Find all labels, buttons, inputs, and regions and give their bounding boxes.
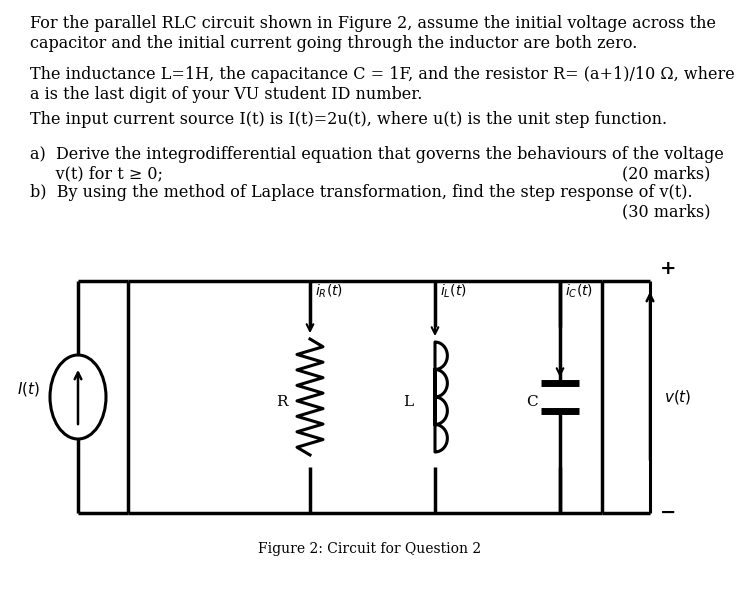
Text: L: L bbox=[403, 395, 413, 409]
Text: $i_L(t)$: $i_L(t)$ bbox=[440, 283, 467, 300]
Text: (20 marks): (20 marks) bbox=[622, 165, 710, 182]
Text: For the parallel RLC circuit shown in Figure 2, assume the initial voltage acros: For the parallel RLC circuit shown in Fi… bbox=[30, 15, 716, 52]
Text: R: R bbox=[277, 395, 288, 409]
Text: $i_C(t)$: $i_C(t)$ bbox=[565, 283, 593, 300]
Text: a is the last digit of your VU student ID number.: a is the last digit of your VU student I… bbox=[30, 86, 423, 103]
Text: +: + bbox=[660, 260, 676, 278]
Text: $i_R(t)$: $i_R(t)$ bbox=[315, 283, 343, 300]
Text: −: − bbox=[660, 504, 676, 522]
Text: Figure 2: Circuit for Question 2: Figure 2: Circuit for Question 2 bbox=[258, 542, 482, 556]
Text: $v(t)$: $v(t)$ bbox=[664, 388, 692, 406]
Text: b)  By using the method of Laplace transformation, find the step response of v(t: b) By using the method of Laplace transf… bbox=[30, 184, 693, 201]
Text: The inductance L=1H, the capacitance C = 1F, and the resistor R= (a+1)/10 Ω, whe: The inductance L=1H, the capacitance C =… bbox=[30, 66, 735, 83]
Text: C: C bbox=[526, 395, 538, 409]
Text: (30 marks): (30 marks) bbox=[622, 203, 710, 220]
Text: v(t) for t ≥ 0;: v(t) for t ≥ 0; bbox=[30, 165, 163, 182]
Text: The input current source I(t) is I(t)=2u(t), where u(t) is the unit step functio: The input current source I(t) is I(t)=2u… bbox=[30, 111, 667, 128]
Text: a)  Derive the integrodifferential equation that governs the behaviours of the v: a) Derive the integrodifferential equati… bbox=[30, 146, 724, 163]
Text: $I(t)$: $I(t)$ bbox=[17, 380, 40, 398]
